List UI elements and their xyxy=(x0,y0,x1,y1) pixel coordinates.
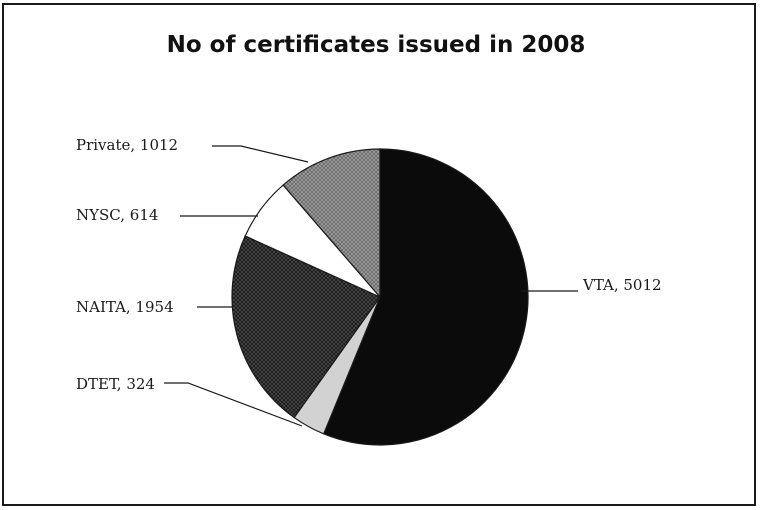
leader-line-dtet xyxy=(164,382,303,427)
slice-label-vta: VTA, 5012 xyxy=(582,276,662,294)
pie-slice-vta xyxy=(322,148,529,446)
chart-title: No of certificates issued in 2008 xyxy=(166,32,586,58)
leader-line-private xyxy=(212,145,309,163)
slice-label-nysc: NYSC, 614 xyxy=(76,206,158,224)
slice-label-private: Private, 1012 xyxy=(76,136,178,154)
slice-labels: VTA, 5012 DTET, 324 NAITA, 1954 NYSC, 614 Pr… xyxy=(76,136,662,393)
leader-lines xyxy=(164,145,578,427)
slice-label-naita: NAITA, 1954 xyxy=(76,298,174,316)
pie-slice-private xyxy=(282,148,381,299)
pie-slices xyxy=(231,148,529,446)
pie-slice-naita xyxy=(231,235,381,419)
slice-label-dtet: DTET, 324 xyxy=(76,375,155,393)
